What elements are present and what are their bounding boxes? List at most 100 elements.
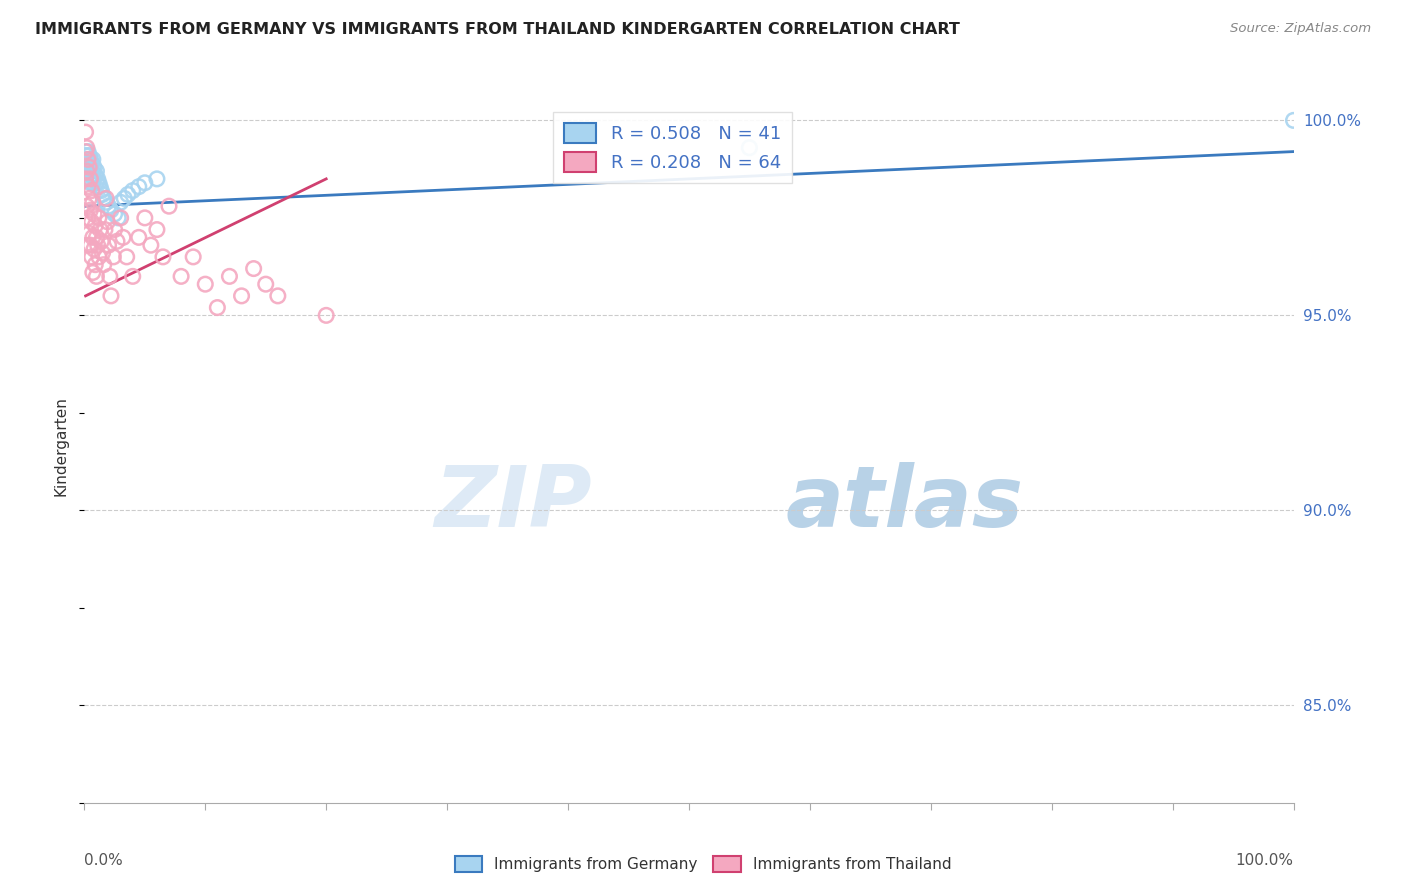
Point	[77, 172, 100, 186]
Point	[110, 211, 132, 225]
Point	[103, 250, 125, 264]
Point	[94, 222, 117, 236]
Point	[80, 168, 103, 182]
Point	[86, 269, 108, 284]
Point	[77, 148, 100, 162]
Point	[83, 172, 105, 186]
Point	[75, 172, 97, 186]
Point	[139, 238, 162, 252]
Point	[83, 207, 105, 221]
Point	[207, 301, 229, 315]
Point	[100, 289, 122, 303]
Point	[77, 238, 100, 252]
Point	[242, 261, 264, 276]
Text: Source: ZipAtlas.com: Source: ZipAtlas.com	[1230, 22, 1371, 36]
Point	[267, 289, 290, 303]
Point	[82, 176, 104, 190]
Point	[80, 250, 103, 264]
Point	[146, 222, 169, 236]
Point	[107, 211, 129, 225]
Point	[1282, 113, 1305, 128]
Point	[77, 211, 100, 225]
Point	[90, 184, 112, 198]
Point	[80, 184, 103, 198]
Point	[134, 211, 156, 225]
Point	[121, 184, 143, 198]
Point	[82, 164, 104, 178]
Point	[76, 199, 98, 213]
Point	[75, 148, 97, 162]
Point	[86, 176, 108, 190]
Point	[157, 199, 180, 213]
Point	[76, 153, 98, 167]
Text: ZIP: ZIP	[434, 461, 592, 545]
Point	[84, 219, 107, 233]
Point	[77, 153, 100, 167]
Point	[76, 160, 98, 174]
Point	[97, 238, 120, 252]
Point	[98, 269, 121, 284]
Point	[315, 309, 337, 323]
Point	[231, 289, 253, 303]
Point	[112, 230, 135, 244]
Point	[86, 172, 108, 186]
Point	[75, 145, 97, 159]
Point	[84, 258, 107, 272]
Point	[121, 269, 143, 284]
Point	[76, 141, 98, 155]
Point	[79, 176, 101, 190]
Legend: R = 0.508   N = 41, R = 0.208   N = 64: R = 0.508 N = 41, R = 0.208 N = 64	[553, 112, 792, 183]
Point	[79, 153, 101, 167]
Point	[90, 234, 112, 248]
Point	[110, 195, 132, 210]
Text: atlas: atlas	[786, 461, 1024, 545]
Point	[104, 222, 127, 236]
Point	[115, 250, 138, 264]
Point	[82, 195, 104, 210]
Point	[87, 176, 110, 190]
Point	[93, 191, 115, 205]
Point	[76, 164, 98, 178]
Point	[77, 156, 100, 170]
Point	[93, 258, 115, 272]
Point	[82, 153, 104, 167]
Point	[80, 156, 103, 170]
Point	[170, 269, 193, 284]
Point	[79, 203, 101, 218]
Point	[75, 125, 97, 139]
Point	[83, 160, 105, 174]
Point	[104, 207, 127, 221]
Point	[91, 187, 114, 202]
Point	[89, 222, 111, 236]
Point	[152, 250, 174, 264]
Point	[89, 179, 111, 194]
Point	[87, 250, 110, 264]
Point	[86, 238, 108, 252]
Point	[218, 269, 240, 284]
Point	[77, 160, 100, 174]
Point	[94, 191, 117, 205]
Point	[100, 203, 122, 218]
Point	[181, 250, 204, 264]
Y-axis label: Kindergarten: Kindergarten	[53, 396, 69, 496]
Point	[94, 195, 117, 210]
Point	[128, 179, 150, 194]
Point	[77, 145, 100, 159]
Point	[80, 215, 103, 229]
Point	[82, 265, 104, 279]
Point	[86, 164, 108, 178]
Point	[128, 230, 150, 244]
Point	[77, 227, 100, 241]
Point	[79, 238, 101, 252]
Point	[87, 211, 110, 225]
Text: 100.0%: 100.0%	[1236, 853, 1294, 868]
Text: IMMIGRANTS FROM GERMANY VS IMMIGRANTS FROM THAILAND KINDERGARTEN CORRELATION CHA: IMMIGRANTS FROM GERMANY VS IMMIGRANTS FR…	[35, 22, 960, 37]
Text: 0.0%: 0.0%	[84, 853, 124, 868]
Point	[97, 199, 120, 213]
Point	[105, 234, 128, 248]
Point	[194, 277, 217, 292]
Point	[86, 230, 108, 244]
Point	[738, 141, 761, 155]
Point	[146, 172, 169, 186]
Point	[82, 230, 104, 244]
